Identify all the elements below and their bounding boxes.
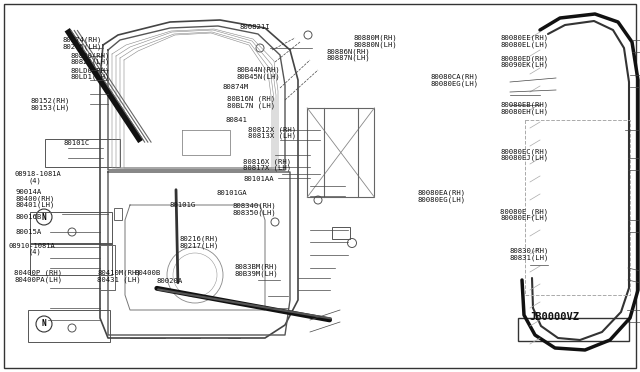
Text: 80101AA: 80101AA xyxy=(243,176,274,182)
Bar xyxy=(332,227,350,239)
Text: (4): (4) xyxy=(28,249,41,256)
Text: 808340(RH): 808340(RH) xyxy=(232,203,276,209)
Bar xyxy=(30,243,112,275)
Text: 80B45N(LH): 80B45N(LH) xyxy=(237,73,280,80)
Text: 80216(RH): 80216(RH) xyxy=(179,236,219,243)
Text: 80886N(RH): 80886N(RH) xyxy=(326,48,370,55)
Text: 80015A: 80015A xyxy=(16,230,42,235)
Text: 80887N(LH): 80887N(LH) xyxy=(326,55,370,61)
Text: 80101G: 80101G xyxy=(170,202,196,208)
Text: 80080E (RH): 80080E (RH) xyxy=(500,208,548,215)
Text: 80080EA(RH): 80080EA(RH) xyxy=(417,189,465,196)
Text: 80B44N(RH): 80B44N(RH) xyxy=(237,66,280,73)
Text: 80152(RH): 80152(RH) xyxy=(31,98,70,105)
Text: 80831(LH): 80831(LH) xyxy=(509,254,549,261)
Text: 80274(RH): 80274(RH) xyxy=(63,36,102,43)
Text: 80LD1(LH): 80LD1(LH) xyxy=(70,74,110,80)
Text: 80080EG(LH): 80080EG(LH) xyxy=(417,196,465,203)
Text: 80431 (LH): 80431 (LH) xyxy=(97,276,141,283)
Text: 80153(LH): 80153(LH) xyxy=(31,105,70,111)
Text: 80874M: 80874M xyxy=(223,84,249,90)
Text: 08910-1081A: 08910-1081A xyxy=(9,243,56,248)
Text: 90014A: 90014A xyxy=(16,189,42,195)
Text: (4): (4) xyxy=(28,177,41,184)
Text: 80816X (RH): 80816X (RH) xyxy=(243,158,291,165)
Text: 80080EF(LH): 80080EF(LH) xyxy=(500,215,548,221)
Text: 80080EL(LH): 80080EL(LH) xyxy=(500,41,548,48)
Text: 80817X (LH): 80817X (LH) xyxy=(243,165,291,171)
Text: 80841: 80841 xyxy=(225,117,247,123)
Text: 80812X (RH): 80812X (RH) xyxy=(248,126,296,133)
Text: 80217(LH): 80217(LH) xyxy=(179,243,219,249)
Text: 80B39M(LH): 80B39M(LH) xyxy=(234,270,278,277)
Text: 80080EG(LH): 80080EG(LH) xyxy=(430,80,478,87)
Text: 80020A: 80020A xyxy=(157,278,183,284)
Bar xyxy=(30,212,112,244)
Text: 80820(RH): 80820(RH) xyxy=(70,52,110,59)
Text: 80400(RH): 80400(RH) xyxy=(16,195,56,202)
Bar xyxy=(307,108,374,197)
Text: 80080EH(LH): 80080EH(LH) xyxy=(500,108,548,115)
Text: 80090EK(LH): 80090EK(LH) xyxy=(500,62,548,68)
Text: 80880N(LH): 80880N(LH) xyxy=(353,41,397,48)
Text: 80080EJ(LH): 80080EJ(LH) xyxy=(500,155,548,161)
Text: 80101GA: 80101GA xyxy=(216,190,247,196)
Text: 80400B: 80400B xyxy=(134,270,161,276)
Text: 80101C: 80101C xyxy=(64,140,90,146)
Text: 80016B: 80016B xyxy=(16,214,42,220)
Text: 80080ED(RH): 80080ED(RH) xyxy=(500,55,548,62)
Text: 80830(RH): 80830(RH) xyxy=(509,247,549,254)
Text: 80080CA(RH): 80080CA(RH) xyxy=(430,74,478,80)
Text: 80BL7N (LH): 80BL7N (LH) xyxy=(227,102,275,109)
Bar xyxy=(28,310,110,342)
Text: 80400P (RH): 80400P (RH) xyxy=(14,270,62,276)
Text: 80LD0(RH): 80LD0(RH) xyxy=(70,67,110,74)
Bar xyxy=(518,318,629,341)
Text: N: N xyxy=(42,212,46,221)
Text: 80080EB(RH): 80080EB(RH) xyxy=(500,102,548,108)
Bar xyxy=(114,208,122,220)
Text: JB0000VZ: JB0000VZ xyxy=(529,312,579,322)
Text: 08918-1081A: 08918-1081A xyxy=(14,171,61,177)
Text: 80813X (LH): 80813X (LH) xyxy=(248,133,296,140)
Text: 808350(LH): 808350(LH) xyxy=(232,209,276,216)
Text: 8083BM(RH): 8083BM(RH) xyxy=(234,263,278,270)
Text: 80821(LH): 80821(LH) xyxy=(70,59,110,65)
Text: 80080EE(RH): 80080EE(RH) xyxy=(500,35,548,41)
Bar xyxy=(45,139,120,167)
Text: 80880M(RH): 80880M(RH) xyxy=(353,35,397,41)
Text: 80B16N (RH): 80B16N (RH) xyxy=(227,95,275,102)
Text: 80401(LH): 80401(LH) xyxy=(16,202,56,208)
Text: 80410M(RH): 80410M(RH) xyxy=(97,270,141,276)
Text: 80080EC(RH): 80080EC(RH) xyxy=(500,148,548,155)
Text: 800821I: 800821I xyxy=(240,24,271,30)
Text: N: N xyxy=(42,320,46,328)
Text: 80275(LH): 80275(LH) xyxy=(63,43,102,50)
Text: 80400PA(LH): 80400PA(LH) xyxy=(14,276,62,283)
